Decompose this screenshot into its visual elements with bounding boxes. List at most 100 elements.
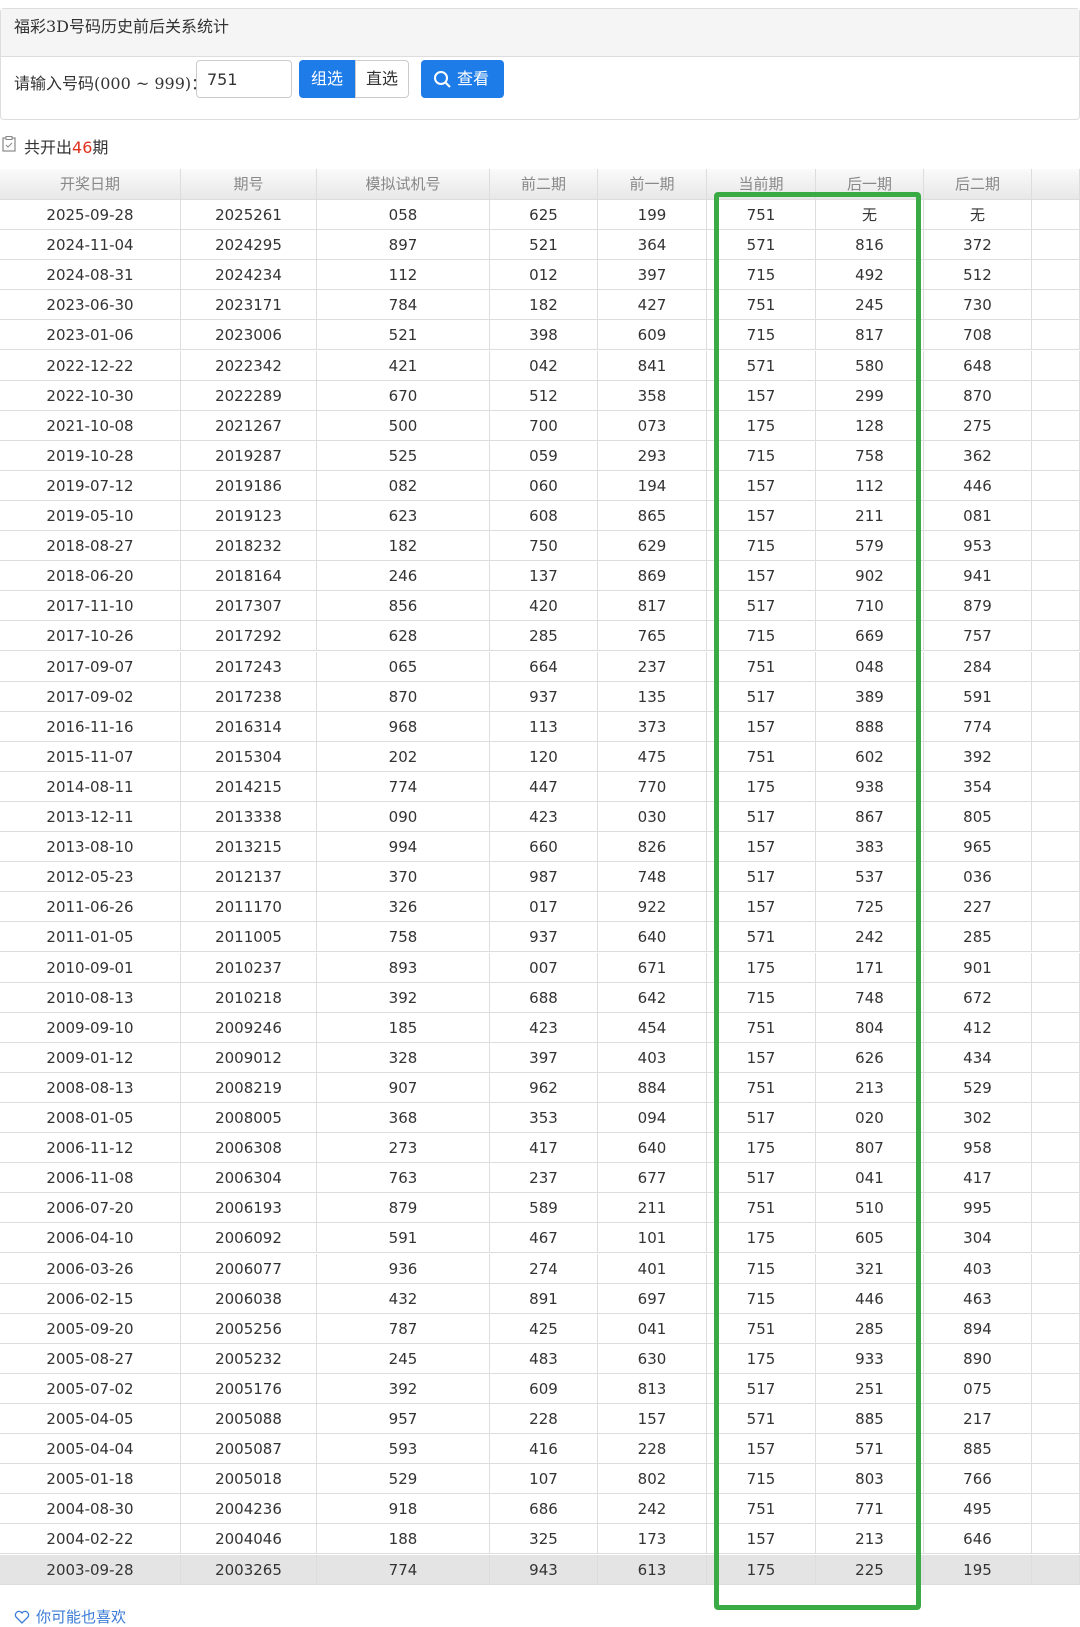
panel-title: 福彩3D号码历史前后关系统计 [14,17,230,36]
table-cell [1032,1163,1080,1194]
table-cell: 082 [317,470,490,501]
table-cell: 137 [490,561,598,592]
table-cell: 995 [924,1193,1032,1224]
table-cell: 605 [816,1223,924,1254]
table-cell: 640 [598,1133,707,1164]
table-cell: 893 [317,952,490,983]
table-cell: 813 [598,1373,707,1404]
table-cell: 372 [924,230,1032,261]
table-cell [1032,1012,1080,1043]
table-cell [1032,1133,1080,1164]
table-cell: 2023171 [181,290,317,321]
table-cell: 2025261 [181,200,317,231]
table-cell: 475 [598,741,707,772]
table-cell: 2005-04-05 [0,1404,181,1435]
table-cell: 697 [598,1283,707,1314]
table-cell: 517 [707,802,816,833]
table-cell: 2006193 [181,1193,317,1224]
table-cell: 2018232 [181,531,317,562]
table-cell: 529 [317,1464,490,1495]
table-cell: 879 [317,1193,490,1224]
table-cell: 571 [707,230,816,261]
table-cell: 646 [924,1524,1032,1555]
table-cell: 101 [598,1223,707,1254]
table-cell: 195 [924,1554,1032,1585]
table-cell: 751 [707,1193,816,1224]
table-cell: 708 [924,320,1032,351]
table-cell: 065 [317,651,490,682]
table-cell: 608 [490,501,598,532]
table-cell: 609 [598,320,707,351]
table-cell: 251 [816,1373,924,1404]
group-button[interactable]: 组选 [299,60,355,98]
table-cell [1032,771,1080,802]
table-cell: 715 [707,982,816,1013]
table-cell: 2014-08-11 [0,771,181,802]
table-cell: 285 [816,1313,924,1344]
table-cell: 770 [598,771,707,802]
table-cell: 2024295 [181,230,317,261]
table-cell: 2005-04-04 [0,1434,181,1465]
table-cell: 182 [317,531,490,562]
table-cell: 2025-09-28 [0,200,181,231]
table-cell: 2011-01-05 [0,922,181,953]
table-cell: 397 [598,260,707,291]
table-cell: 2009012 [181,1042,317,1073]
table-cell [1032,260,1080,291]
table-cell: 669 [816,621,924,652]
table-cell: 182 [490,290,598,321]
table-cell [1032,350,1080,381]
table-cell: 817 [816,320,924,351]
table-cell: 2013215 [181,832,317,863]
table-cell [1032,380,1080,411]
header-cell: 前二期 [490,169,598,200]
table-cell: 629 [598,531,707,562]
table-cell: 2019123 [181,501,317,532]
table-cell: 715 [707,1253,816,1284]
table-cell: 227 [924,892,1032,923]
table-cell: 715 [707,1464,816,1495]
table-cell: 2010218 [181,982,317,1013]
table-cell [1032,952,1080,983]
table-cell: 2019-10-28 [0,440,181,471]
header-cell: 模拟试机号 [317,169,490,200]
table-cell: 403 [598,1042,707,1073]
table-cell: 994 [317,832,490,863]
table-cell: 2006-11-12 [0,1133,181,1164]
search-button[interactable]: 查看 [421,60,504,98]
table-cell: 274 [490,1253,598,1284]
table-cell: 075 [924,1373,1032,1404]
table-cell: 373 [598,711,707,742]
clipboard-icon [2,136,16,152]
table-cell: 2006092 [181,1223,317,1254]
table-cell: 454 [598,1012,707,1043]
table-cell: 750 [490,531,598,562]
table-cell [1032,711,1080,742]
table-cell [1032,1253,1080,1284]
header-cell: 前一期 [598,169,707,200]
table-cell: 2008219 [181,1072,317,1103]
summary-prefix: 共开出 [24,138,73,157]
table-cell: 273 [317,1133,490,1164]
table-cell: 293 [598,440,707,471]
table-cell [1032,1373,1080,1404]
table-cell: 953 [924,531,1032,562]
table-cell: 157 [707,711,816,742]
table-cell: 2018-08-27 [0,531,181,562]
table-cell: 640 [598,922,707,953]
table-cell: 918 [317,1494,490,1525]
table-cell [1032,561,1080,592]
direct-button[interactable]: 直选 [355,60,409,98]
table-cell: 392 [924,741,1032,772]
table-cell: 2016314 [181,711,317,742]
table-cell [1032,862,1080,893]
table-cell: 041 [816,1163,924,1194]
table-cell: 602 [816,741,924,772]
number-input[interactable]: 751 [196,60,292,98]
table-cell: 2009246 [181,1012,317,1043]
table-cell: 492 [816,260,924,291]
table-cell: 401 [598,1253,707,1284]
heart-icon [14,1610,30,1624]
table-cell: 941 [924,561,1032,592]
query-panel [0,8,1080,120]
